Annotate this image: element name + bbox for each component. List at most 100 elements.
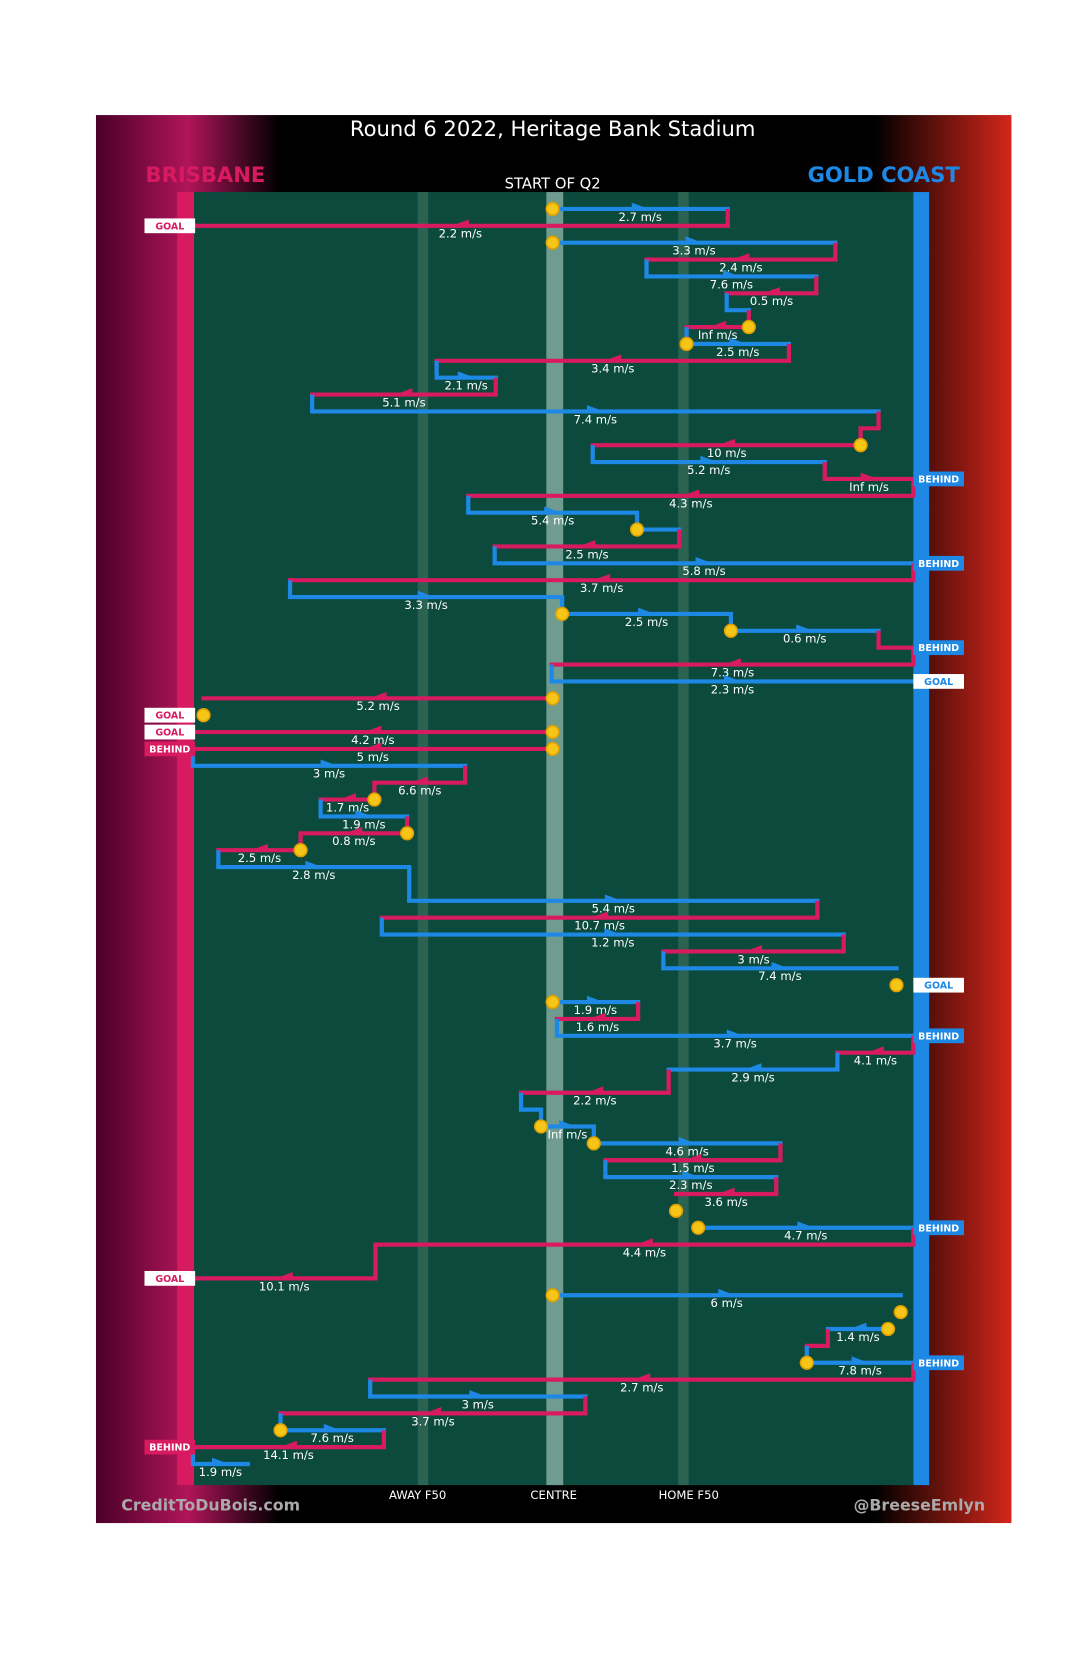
speed-label: 0.6 m/s — [783, 632, 826, 646]
speed-label: 3.6 m/s — [704, 1195, 747, 1209]
outcome-tag — [913, 1220, 964, 1236]
arrow — [424, 1407, 442, 1414]
speed-label: 1.9 m/s — [574, 1003, 617, 1017]
speed-label: 2.5 m/s — [716, 345, 759, 359]
outcome-label: GOAL — [924, 677, 953, 688]
speed-label: Inf m/s — [849, 480, 889, 494]
speed-label: 7.3 m/s — [711, 665, 754, 679]
speed-label: 1.9 m/s — [342, 817, 385, 831]
arrow — [578, 540, 596, 547]
speed-label: 0.5 m/s — [750, 294, 793, 308]
stoppage-dot — [367, 792, 382, 807]
speed-label: 2.3 m/s — [711, 682, 754, 696]
credit: CreditToDuBois.com — [121, 1496, 300, 1515]
arrow — [369, 691, 387, 699]
speed-label: 10 m/s — [707, 446, 747, 460]
outcome-label: GOAL — [155, 1274, 184, 1285]
stoppage-dot — [399, 826, 415, 841]
outcome-label: BEHIND — [149, 744, 190, 755]
arrow — [355, 810, 373, 817]
outcome-label: BEHIND — [918, 474, 959, 485]
left-goal-bar — [177, 192, 195, 1486]
arrow — [586, 405, 604, 412]
outcome-label: GOAL — [924, 981, 953, 992]
credit: @BreeseEmlyn — [854, 1496, 986, 1515]
arrow — [364, 725, 382, 733]
stoppage-dot — [691, 1220, 706, 1235]
speed-label: 5.4 m/s — [592, 902, 635, 916]
speed-label: 2.1 m/s — [444, 379, 487, 393]
right-goal-bar — [913, 192, 930, 1486]
arrow — [709, 320, 727, 328]
stoppage-dot — [273, 1423, 288, 1438]
arrow — [718, 1288, 736, 1296]
outcome-label: BEHIND — [918, 643, 959, 654]
speed-label: 10.1 m/s — [259, 1279, 310, 1293]
arrow — [682, 1170, 700, 1178]
outcome-label: GOAL — [155, 728, 184, 739]
stoppage-dot — [741, 319, 756, 335]
arrow — [275, 1272, 293, 1279]
speed-label: 7.6 m/s — [311, 1431, 354, 1445]
stoppage-dot — [629, 522, 645, 537]
outcome-tag — [913, 1028, 964, 1044]
arrow — [685, 236, 703, 243]
outcome-label: BEHIND — [918, 559, 959, 570]
speed-label: 5 m/s — [357, 750, 389, 764]
arrow — [635, 1238, 653, 1245]
speed-label: 2.5 m/s — [625, 615, 668, 629]
away-f50-line — [417, 192, 429, 1486]
arrow — [678, 1137, 696, 1144]
outcome-tag — [144, 218, 196, 234]
speed-label: 1.9 m/s — [199, 1465, 242, 1479]
outcome-tag — [913, 555, 964, 571]
speed-label: 2.7 m/s — [620, 1381, 663, 1395]
outcome-tag — [144, 1270, 196, 1286]
arrow — [684, 1153, 702, 1161]
arrow — [395, 388, 413, 395]
zone-label: CENTRE — [530, 1488, 577, 1502]
outcome-label: BEHIND — [149, 1443, 190, 1454]
speed-label: 3.7 m/s — [580, 581, 623, 595]
outcome-tag — [144, 741, 196, 757]
speed-label: 2.9 m/s — [731, 1070, 774, 1084]
speed-label: 7.4 m/s — [758, 969, 801, 983]
arrow — [726, 1029, 744, 1036]
speed-label: 5.1 m/s — [382, 395, 425, 409]
stoppage-dot — [545, 994, 560, 1010]
stoppage-dot — [545, 201, 560, 217]
speed-label: 3.7 m/s — [713, 1037, 756, 1051]
arrow — [593, 573, 611, 581]
arrow — [320, 759, 338, 766]
arrow — [860, 472, 878, 479]
speed-label: 4.7 m/s — [784, 1229, 827, 1243]
stoppage-dot — [586, 1136, 601, 1151]
stoppage-dot — [545, 235, 560, 250]
speed-label: 1.4 m/s — [836, 1330, 879, 1344]
arrow — [724, 658, 741, 665]
arrow — [796, 624, 814, 631]
outcome-tag — [913, 471, 964, 487]
title: Round 6 2022, Heritage Bank Stadium — [350, 116, 755, 141]
arrow — [251, 843, 268, 851]
arrow — [724, 675, 741, 682]
speed-label: 4.3 m/s — [669, 497, 712, 511]
arrow — [280, 1440, 297, 1448]
speed-label: 5.4 m/s — [531, 514, 574, 528]
stoppage-dot — [799, 1355, 814, 1370]
speed-label: 3 m/s — [462, 1397, 494, 1411]
arrow — [558, 1120, 576, 1127]
stoppage-dot — [293, 843, 308, 858]
speed-label: 4.1 m/s — [854, 1054, 897, 1068]
outcome-label: BEHIND — [918, 1031, 959, 1042]
arrow — [631, 202, 649, 209]
arrow — [591, 911, 609, 918]
speed-label: 3 m/s — [737, 952, 769, 966]
outcome-tag — [913, 977, 964, 993]
speed-label: 2.2 m/s — [439, 227, 482, 241]
zone-label: AWAY F50 — [389, 1488, 446, 1502]
arrow — [745, 945, 763, 952]
stoppage-dot — [545, 724, 560, 740]
arrow — [451, 219, 469, 226]
